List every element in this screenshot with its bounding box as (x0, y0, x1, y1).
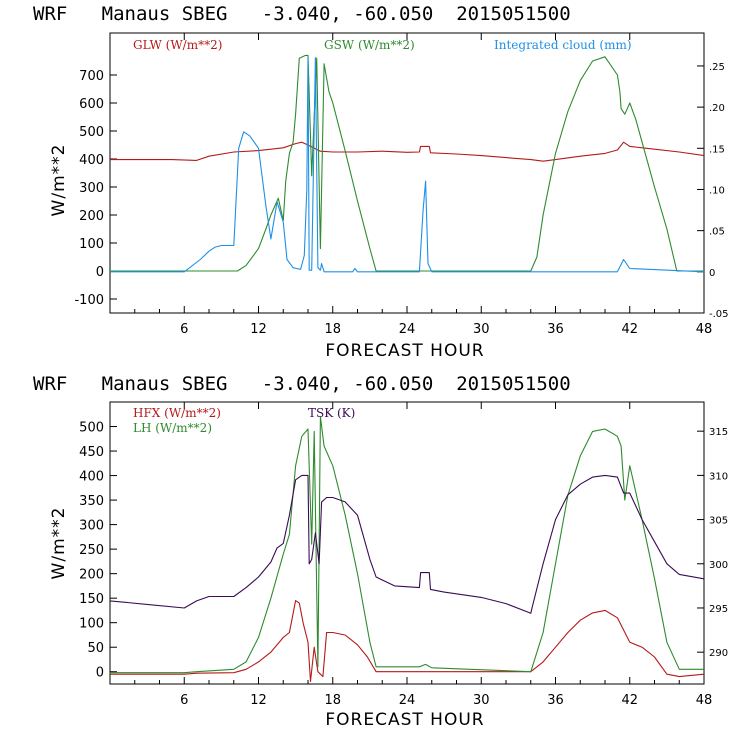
chart-top-legend-gsw: GSW (W/m**2) (324, 38, 415, 52)
chart-bottom-ytick-label: 100 (79, 617, 104, 632)
chart-bottom-xtick-label: 24 (399, 693, 416, 708)
chart-bottom-series-line-1 (110, 416, 704, 674)
chart-bottom-ytick-label: 50 (87, 641, 104, 656)
chart-bottom-series (110, 416, 704, 683)
chart-top-ytick-label: 600 (79, 97, 104, 112)
chart-bottom-title: WRF Manaus SBEG -3.040, -60.050 20150515… (33, 373, 571, 395)
chart-bottom-ytick-label: 150 (79, 592, 104, 607)
chart-bottom-ytick-label: 450 (79, 445, 104, 460)
chart-bottom-series-line-2 (110, 474, 704, 614)
chart-top-ytick-label: 700 (79, 69, 104, 84)
chart-bottom-xtick-label: 36 (547, 693, 564, 708)
chart-bottom-legend-tsk: TSK (K) (308, 406, 355, 420)
chart-bottom-y2tick-label: 300 (709, 560, 728, 571)
chart-top-y2tick-label: 0 (709, 268, 715, 279)
chart-top-ytick-label: 200 (79, 209, 104, 224)
chart-top-xtick-label: 24 (399, 322, 416, 337)
chart-top-ytick-label: 500 (79, 125, 104, 140)
chart-top-y2tick-label: -.05 (709, 309, 729, 320)
chart-top-xtick-label: 12 (250, 322, 267, 337)
chart-bottom-xtick-label: 42 (621, 693, 638, 708)
chart-top-xtick-label: 36 (547, 322, 564, 337)
chart-bottom-y2tick-label: 305 (709, 516, 728, 527)
chart-bottom-ytick-label: 500 (79, 421, 104, 436)
chart-top: WRF Manaus SBEG -3.040, -60.050 20150515… (33, 3, 729, 361)
chart-top-y2tick-label: .05 (709, 227, 725, 238)
chart-bottom-y2tick-label: 295 (709, 604, 728, 615)
chart-top-xtick-label: 18 (324, 322, 341, 337)
chart-bottom-xlabel: FORECAST HOUR (325, 710, 484, 730)
chart-bottom-y2tick-label: 310 (709, 471, 728, 482)
chart-top-series-line-2 (110, 57, 704, 273)
chart-bottom-series-line-0 (110, 600, 704, 683)
chart-top-y2tick-label: .10 (709, 185, 725, 196)
chart-top-legend-cloud: Integrated cloud (mm) (494, 38, 632, 52)
chart-top-title: WRF Manaus SBEG -3.040, -60.050 20150515… (33, 3, 571, 25)
chart-bottom-ytick-label: 200 (79, 568, 104, 583)
chart-top-ytick-label: -100 (74, 293, 104, 308)
chart-top-xtick-label: 48 (696, 322, 713, 337)
chart-bottom: WRF Manaus SBEG -3.040, -60.050 20150515… (33, 373, 728, 730)
chart-top-xtick-label: 6 (180, 322, 188, 337)
chart-bottom-xtick-label: 18 (324, 693, 341, 708)
chart-top-ytick-label: 400 (79, 153, 104, 168)
chart-top-series-line-0 (110, 141, 704, 162)
chart-bottom-ytick-label: 250 (79, 543, 104, 558)
chart-top-ylabel: W/m**2 (49, 144, 69, 217)
chart-top-ytick-label: 100 (79, 237, 104, 252)
chart-top-axes: 6 12 18 24 30 36 42 48 -100 0 100 200 300 400 500 600 70… (74, 33, 729, 337)
chart-top-legend-glw: GLW (W/m**2) (133, 38, 222, 52)
chart-top-xlabel: FORECAST HOUR (325, 341, 484, 361)
chart-bottom-xtick-label: 48 (696, 693, 713, 708)
chart-top-ytick-label: 0 (96, 265, 104, 280)
chart-bottom-ylabel: W/m**2 (49, 507, 69, 580)
chart-bottom-ytick-label: 300 (79, 519, 104, 534)
chart-top-series-line-1 (110, 54, 704, 272)
chart-top-xtick-label: 42 (621, 322, 638, 337)
chart-bottom-ytick-label: 0 (96, 666, 104, 681)
chart-bottom-legend-lh: LH (W/m**2) (133, 421, 212, 435)
chart-bottom-legend-hfx: HFX (W/m**2) (133, 406, 221, 420)
chart-bottom-y2tick-label: 315 (709, 427, 728, 438)
chart-top-y2tick-label: .20 (709, 103, 725, 114)
chart-bottom-y2tick-label: 290 (709, 648, 728, 659)
chart-bottom-plot-frame (109, 401, 705, 685)
chart-top-ytick-label: 300 (79, 181, 104, 196)
chart-top-series (110, 54, 704, 273)
chart-bottom-xtick-label: 12 (250, 693, 267, 708)
chart-bottom-ytick-label: 350 (79, 494, 104, 509)
chart-bottom-xtick-label: 30 (473, 693, 490, 708)
chart-top-y2tick-label: .15 (709, 144, 725, 155)
chart-bottom-ytick-label: 400 (79, 470, 104, 485)
chart-top-y2tick-label: .25 (709, 62, 725, 73)
chart-top-xtick-label: 30 (473, 322, 490, 337)
chart-bottom-xtick-label: 6 (180, 693, 188, 708)
chart-bottom-axes: 6 12 18 24 30 36 42 48 0 50 100 150 200 250 300 350 400 4… (79, 402, 728, 708)
